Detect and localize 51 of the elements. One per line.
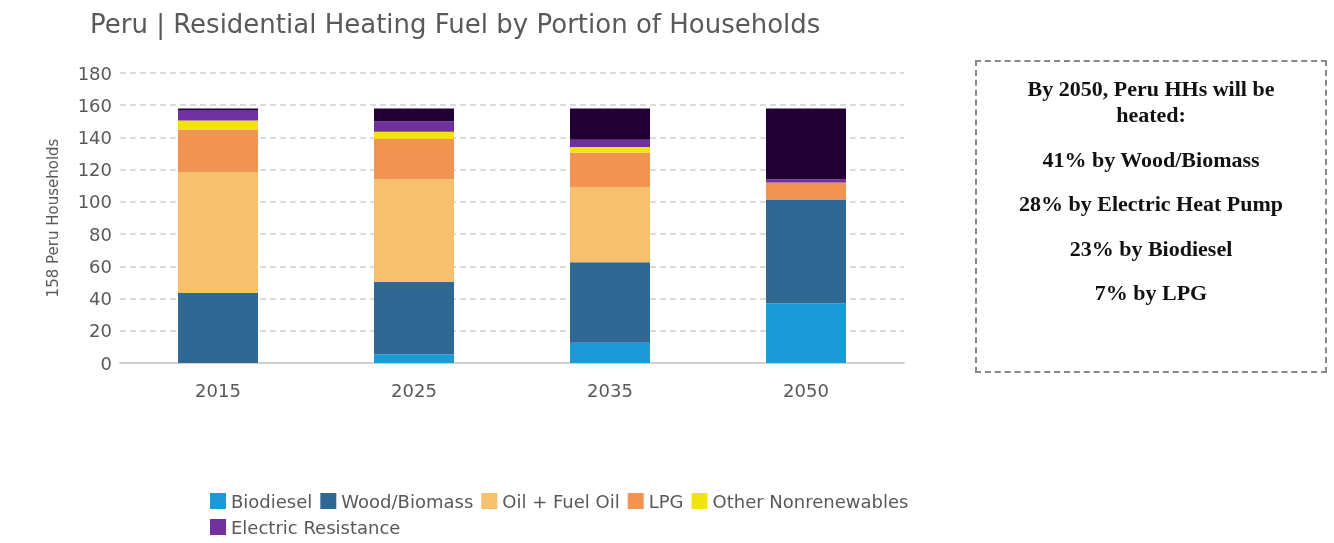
legend-label: Oil + Fuel Oil [502, 490, 620, 512]
y-axis-title: 158 Peru Households [43, 138, 62, 298]
legend-label: Other Nonrenewables [712, 490, 909, 512]
y-tick-label: 0 [100, 352, 112, 374]
bar [570, 139, 650, 148]
text: By 2050, Peru HHs will be heated: [1026, 76, 1276, 129]
bar [374, 121, 454, 132]
bar [766, 303, 846, 363]
legend-label: LPG [648, 490, 684, 512]
y-tick-label: 160 [77, 94, 112, 116]
y-tick-label: 80 [89, 223, 112, 245]
text: 7% by LPG [1093, 279, 1209, 307]
legend-label: Biodiesel [231, 490, 313, 512]
bar [374, 281, 454, 355]
y-tick-label: 180 [77, 62, 112, 84]
x-tick-label: 2035 [587, 379, 633, 401]
bar [766, 179, 846, 183]
x-tick-label: 2025 [391, 379, 437, 401]
bar [178, 129, 258, 173]
text: 23% by Biodiesel [1068, 235, 1234, 262]
text: 28% by Electric Heat Pump [1018, 191, 1284, 218]
x-tick-label: 2015 [195, 379, 241, 401]
y-tick-label: 100 [77, 191, 112, 213]
bar [570, 342, 650, 363]
bar [178, 172, 258, 293]
bar [374, 108, 454, 122]
y-tick-label: 60 [89, 255, 112, 277]
legend-label: Wood/Biomass [341, 490, 474, 512]
bar [766, 199, 846, 304]
bar [374, 354, 454, 363]
bar [570, 147, 650, 153]
y-tick-label: 120 [77, 159, 112, 181]
y-tick-label: 40 [89, 288, 112, 310]
y-tick-label: 20 [89, 320, 112, 342]
bar [178, 110, 258, 121]
legend-label: Electric Resistance [231, 516, 401, 538]
bar [570, 187, 650, 263]
x-tick-label: 2050 [783, 379, 829, 401]
bar [374, 139, 454, 180]
text: 41% by Wood/Biomass [1041, 146, 1261, 174]
bar [766, 182, 846, 200]
bar [374, 179, 454, 282]
bar [178, 120, 258, 130]
bar [766, 108, 846, 180]
bar [570, 262, 650, 343]
chart-title: Peru | Residential Heating Fuel by Portion of Households [90, 9, 821, 40]
bar [374, 131, 454, 140]
bar [570, 108, 650, 140]
bar [570, 152, 650, 188]
y-tick-label: 140 [77, 126, 112, 148]
bar [178, 292, 258, 363]
